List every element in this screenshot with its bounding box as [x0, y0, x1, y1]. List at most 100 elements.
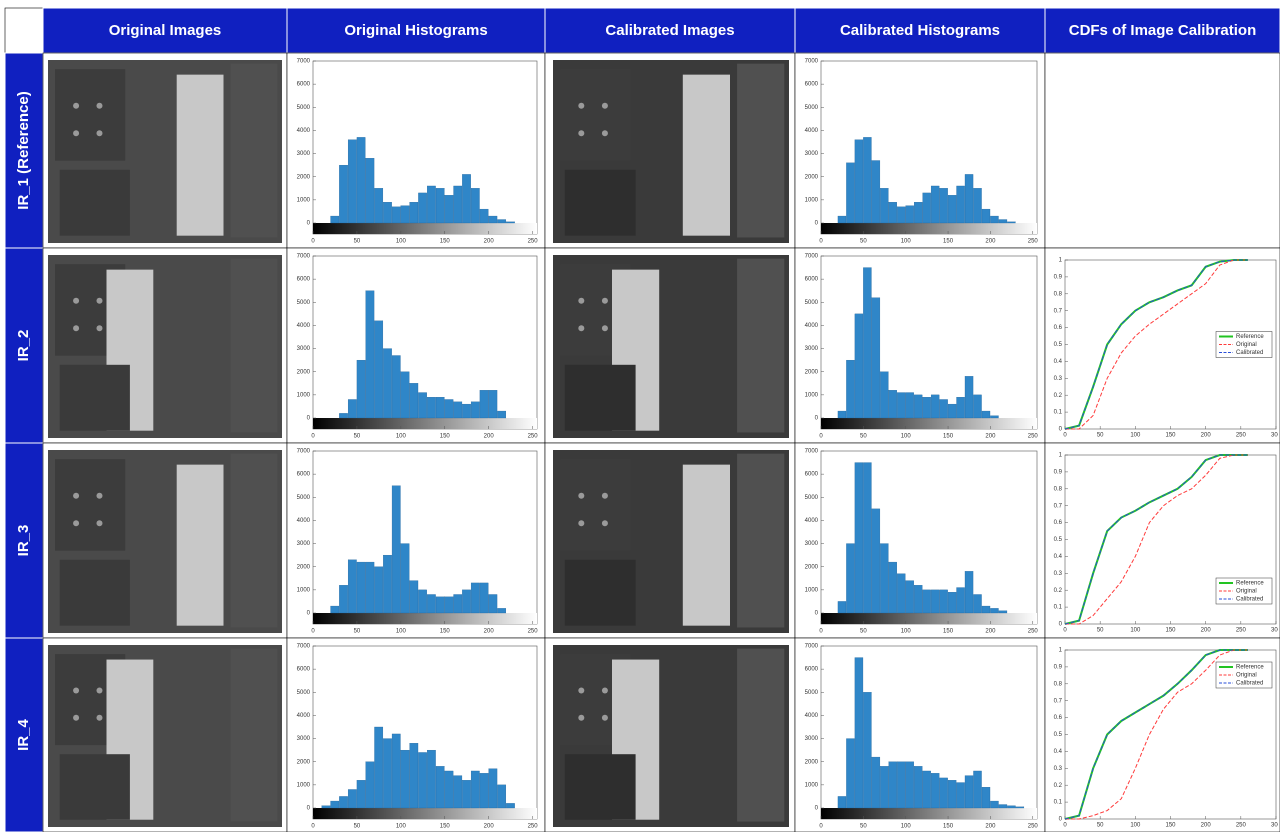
histogram-bar — [383, 348, 392, 419]
y-tick-label: 0 — [307, 221, 311, 227]
x-tick-label: 50 — [1097, 823, 1104, 829]
vent — [601, 325, 608, 332]
vent — [578, 714, 585, 721]
x-tick-label: 50 — [860, 824, 867, 830]
legend-label: Reference — [1236, 581, 1264, 587]
thermal-image — [553, 450, 789, 633]
x-tick-label: 0 — [311, 824, 315, 830]
histogram-bar — [488, 390, 498, 419]
histogram-bar — [374, 320, 384, 419]
y-tick-label: 1 — [1059, 453, 1063, 459]
x-tick-label: 0 — [819, 824, 823, 830]
grayscale-bar — [313, 223, 537, 234]
x-tick-label: 50 — [860, 434, 867, 440]
x-tick-label: 0 — [1063, 433, 1067, 439]
x-tick-label: 250 — [1236, 628, 1247, 634]
histogram-bar — [981, 787, 991, 809]
row-label-cell — [4, 52, 44, 249]
x-tick-label: 100 — [396, 824, 407, 830]
y-tick-label: 0.8 — [1054, 486, 1063, 492]
y-tick-label: 1000 — [805, 782, 819, 788]
histogram-bar — [330, 800, 340, 809]
x-tick-label: 150 — [943, 824, 954, 830]
x-tick-label: 250 — [1236, 823, 1247, 829]
histogram-bar — [497, 608, 507, 614]
y-tick-label: 0.9 — [1054, 469, 1063, 475]
y-tick-label: 0.3 — [1054, 766, 1063, 772]
histogram-bar — [374, 188, 384, 224]
histogram-bar — [462, 403, 471, 419]
histogram-bar — [470, 401, 480, 419]
x-tick-label: 250 — [528, 629, 539, 635]
histogram-bar — [506, 803, 515, 809]
y-tick-label: 6000 — [297, 82, 311, 88]
thermal-image — [48, 645, 282, 827]
histogram-bar — [453, 401, 463, 419]
y-tick-label: 0.1 — [1054, 410, 1063, 416]
histogram-bar — [479, 773, 489, 809]
y-tick-label: 0 — [307, 416, 311, 422]
x-tick-label: 0 — [819, 239, 823, 245]
roof — [560, 69, 631, 161]
vent — [73, 297, 80, 304]
y-tick-label: 1000 — [297, 197, 311, 203]
histogram-bar — [990, 415, 999, 419]
x-tick-label: 100 — [901, 239, 912, 245]
histogram-bar — [956, 587, 965, 614]
roof — [737, 258, 785, 433]
histogram-bar — [365, 761, 375, 809]
histogram-bar — [981, 208, 991, 224]
row-label: IR_2 — [15, 330, 32, 362]
y-tick-label: 5000 — [805, 495, 819, 501]
vent — [578, 102, 585, 109]
x-tick-label: 250 — [1236, 433, 1247, 439]
cdf-line — [1065, 259, 1248, 430]
y-tick-label: 5000 — [297, 300, 311, 306]
legend-label: Calibrated — [1236, 350, 1263, 356]
y-tick-label: 2000 — [297, 759, 311, 765]
grayscale-bar — [313, 613, 537, 624]
histogram-bar — [973, 594, 982, 614]
histogram-bar — [409, 743, 419, 809]
y-tick-label: 7000 — [297, 449, 311, 455]
y-tick-label: 5000 — [805, 105, 819, 111]
histogram-bar — [488, 215, 498, 224]
histogram-bar — [863, 137, 872, 224]
vent — [96, 492, 103, 499]
histogram-bar — [462, 174, 471, 224]
vent — [96, 297, 103, 304]
histogram-bar — [854, 462, 864, 614]
vent — [73, 520, 80, 527]
x-tick-label: 200 — [985, 434, 996, 440]
y-tick-label: 2000 — [805, 174, 819, 180]
histogram-bar — [444, 770, 454, 809]
roof — [560, 459, 631, 551]
header-text: Calibrated Histograms — [840, 22, 1000, 39]
histogram-bar — [339, 796, 348, 809]
histogram-bar — [930, 589, 940, 614]
building — [59, 169, 130, 236]
cdf-chart: 0 0.1 0.2 0.3 0.4 0.5 0.6 0.7 0.8 0.9 1 0 50 100 150 20… — [1054, 258, 1278, 439]
histogram-bar — [330, 215, 340, 224]
legend-label: Original — [1236, 589, 1257, 595]
histogram-bar — [409, 383, 419, 419]
histogram-bar — [981, 605, 991, 614]
histogram-bar — [462, 780, 471, 809]
y-tick-label: 5000 — [297, 105, 311, 111]
x-tick-label: 50 — [860, 239, 867, 245]
y-tick-label: 0.4 — [1054, 554, 1063, 560]
y-tick-label: 0.4 — [1054, 749, 1063, 755]
yard — [176, 464, 224, 626]
histogram-bar — [383, 554, 392, 614]
y-tick-label: 0.1 — [1054, 800, 1063, 806]
x-tick-label: 200 — [1201, 628, 1212, 634]
grayscale-bar — [821, 808, 1037, 819]
y-tick-label: 5000 — [805, 300, 819, 306]
cdf-chart: 0 0.1 0.2 0.3 0.4 0.5 0.6 0.7 0.8 0.9 1 0 50 100 150 20… — [1054, 648, 1278, 829]
x-tick-label: 50 — [354, 824, 361, 830]
histogram-bar — [922, 770, 931, 809]
x-tick-label: 100 — [1130, 823, 1141, 829]
x-tick-label: 250 — [528, 434, 539, 440]
histogram-bar — [479, 390, 489, 419]
